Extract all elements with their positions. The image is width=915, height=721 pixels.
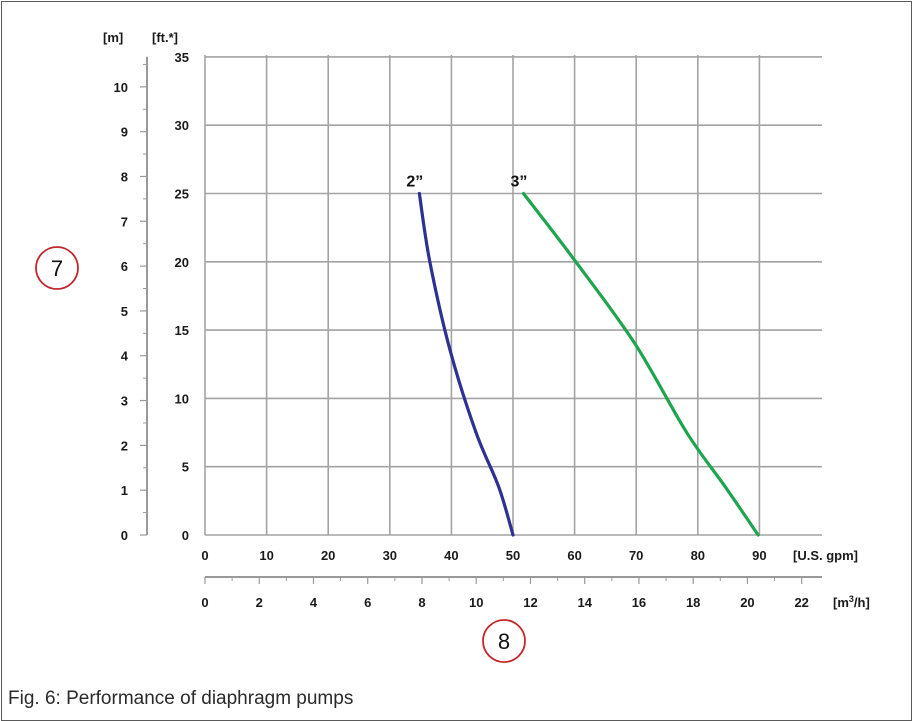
y-meters-tick-label: 8: [121, 169, 128, 184]
x-m3h-tick-label: 6: [364, 595, 371, 610]
y-meters-tick-label: 6: [121, 259, 128, 274]
callout-7-circle: [35, 246, 79, 290]
y-axis-feet-ticks: 0 5 10 15 20 25 30 35: [175, 50, 189, 543]
y-meters-tick-label: 10: [114, 80, 128, 95]
x-gpm-tick-label: 60: [567, 548, 581, 563]
y-meters-tick-label: 4: [121, 349, 129, 364]
x-gpm-tick-label: 50: [506, 548, 520, 563]
callout-7-label: 7: [51, 256, 63, 281]
x-m3h-tick-label: 4: [310, 595, 318, 610]
y-feet-tick-label: 5: [182, 460, 189, 475]
y-feet-tick-label: 30: [175, 118, 189, 133]
x-gpm-tick-label: 70: [629, 548, 643, 563]
x-m3h-tick-label: 12: [523, 595, 537, 610]
x-gpm-tick-label: 10: [259, 548, 273, 563]
x-axis-m3h-unit: [m3/h]: [833, 594, 870, 610]
x-axis-gpm-unit: [U.S. gpm]: [793, 548, 858, 563]
callout-8-label: 8: [498, 629, 510, 654]
x-m3h-tick-label: 2: [256, 595, 263, 610]
x-gpm-tick-label: 80: [691, 548, 705, 563]
callout-8: 8: [482, 619, 526, 663]
y-meters-tick-label: 5: [121, 304, 128, 319]
figure-caption: Fig. 6: Performance of diaphragm pumps: [8, 688, 354, 709]
y-meters-tick-label: 2: [121, 438, 128, 453]
y-feet-tick-label: 20: [175, 255, 189, 270]
series-line-3in: [521, 191, 760, 537]
y-axis-feet-unit: [ft.*]: [152, 30, 178, 45]
series-label-3in: 3”: [510, 174, 527, 191]
x-gpm-tick-label: 0: [201, 548, 208, 563]
x-gpm-tick-label: 40: [444, 548, 458, 563]
y-axis-meters-unit: [m]: [103, 30, 123, 45]
y-feet-tick-label: 10: [175, 391, 189, 406]
y-axis-meters: 0 1 2 3 4 5 6 7 8 9 10: [114, 56, 148, 543]
y-feet-tick-label: 0: [182, 528, 189, 543]
vertical-gridlines: [265, 55, 761, 535]
x-m3h-tick-label: 20: [740, 595, 754, 610]
y-meters-tick-label: 0: [121, 528, 128, 543]
callout-7: 7: [35, 246, 79, 290]
x-m3h-tick-label: 14: [577, 595, 592, 610]
x-axis-gpm-ticks: 0 10 20 30 40 50 60 70 80 90: [201, 548, 766, 563]
x-m3h-tick-label: 0: [201, 595, 208, 610]
x-axis-m3h: 0 2 4 6 8 10 12 14 16 18 20 22: [201, 576, 822, 610]
series-curves: [417, 191, 760, 537]
y-feet-tick-label: 35: [175, 50, 189, 65]
x-gpm-tick-label: 20: [321, 548, 335, 563]
x-m3h-tick-label: 22: [794, 595, 808, 610]
x-gpm-tick-label: 90: [752, 548, 766, 563]
callout-8-circle: [482, 619, 526, 663]
y-meters-tick-label: 1: [121, 483, 128, 498]
horizontal-gridlines: [205, 56, 822, 468]
y-feet-tick-label: 25: [175, 187, 189, 202]
y-meters-tick-label: 7: [121, 214, 128, 229]
x-m3h-tick-label: 16: [632, 595, 646, 610]
y-feet-tick-label: 15: [175, 323, 189, 338]
x-m3h-tick-label: 8: [418, 595, 425, 610]
x-m3h-tick-label: 10: [469, 595, 483, 610]
x-m3h-tick-label: 18: [686, 595, 700, 610]
y-meters-tick-label: 3: [121, 394, 128, 409]
series-label-2in: 2”: [406, 174, 423, 191]
series-labels: 2” 3”: [406, 174, 527, 191]
x-gpm-tick-label: 30: [383, 548, 397, 563]
y-meters-tick-label: 9: [121, 125, 128, 140]
series-line-2in: [417, 191, 515, 537]
